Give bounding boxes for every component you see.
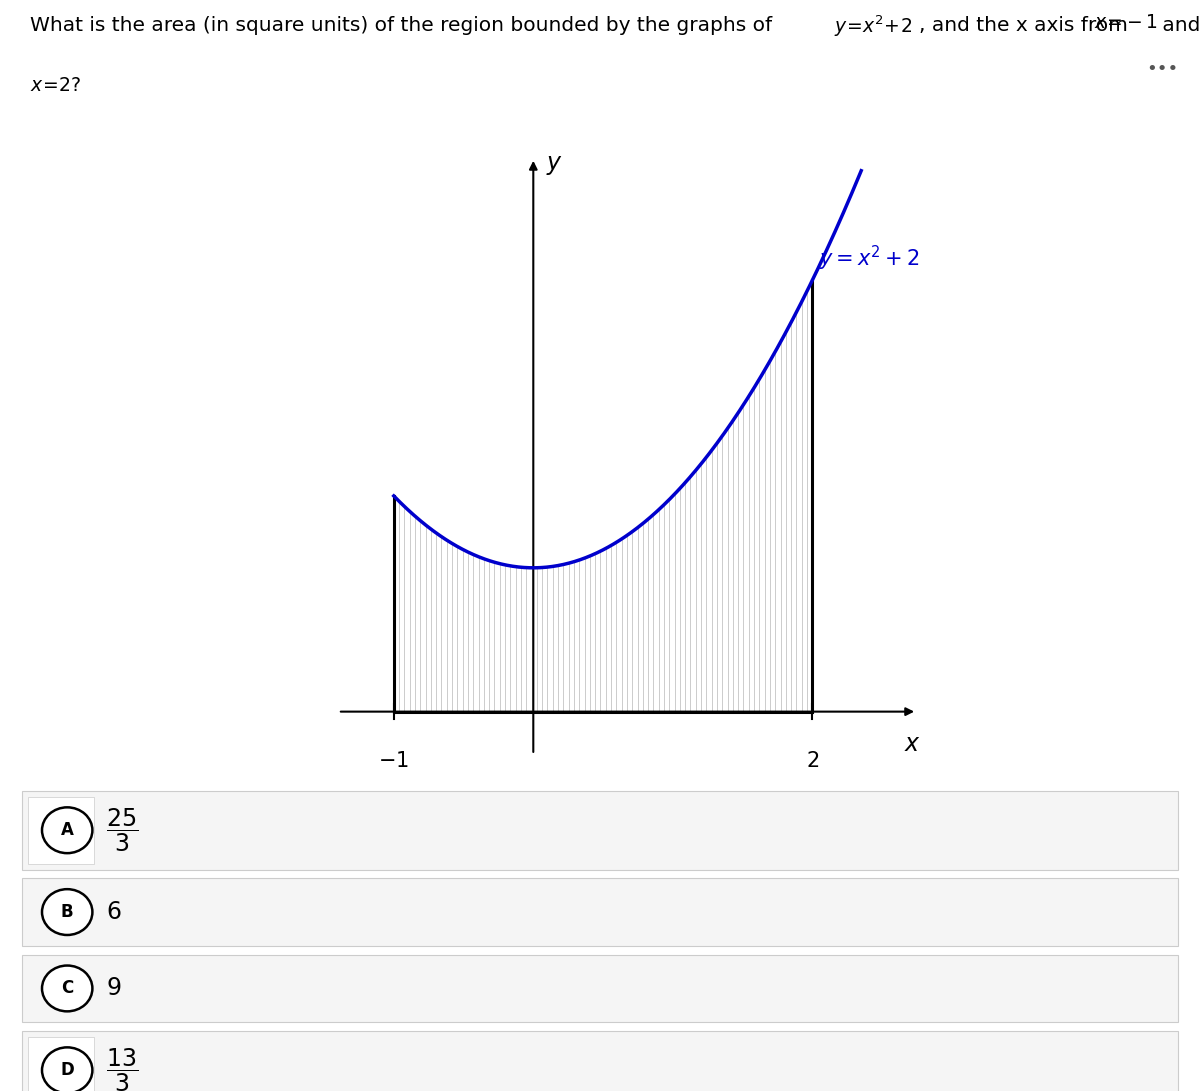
Text: C: C <box>61 980 73 997</box>
Text: A: A <box>61 822 73 839</box>
Text: $y\!=\!x^2\!+\!2$: $y\!=\!x^2\!+\!2$ <box>834 13 912 38</box>
Text: $x\!=\!2$?: $x\!=\!2$? <box>30 76 82 95</box>
Text: $\dfrac{13}{3}$: $\dfrac{13}{3}$ <box>106 1046 138 1091</box>
Text: , and the x axis from: , and the x axis from <box>919 16 1134 35</box>
Text: $6$: $6$ <box>106 900 121 924</box>
Text: and: and <box>1156 16 1200 35</box>
Text: $x$: $x$ <box>905 732 922 756</box>
Text: $2$: $2$ <box>806 752 818 771</box>
Text: B: B <box>61 903 73 921</box>
Text: $9$: $9$ <box>106 976 121 1000</box>
Text: What is the area (in square units) of the region bounded by the graphs of: What is the area (in square units) of th… <box>30 16 779 35</box>
Text: $\dfrac{25}{3}$: $\dfrac{25}{3}$ <box>106 806 138 854</box>
Text: •••: ••• <box>1146 60 1178 77</box>
Text: $y = x^2 + 2$: $y = x^2 + 2$ <box>820 244 920 273</box>
Text: $-1$: $-1$ <box>378 752 409 771</box>
Text: $y$: $y$ <box>546 153 563 177</box>
Text: $x\!=\!-1$: $x\!=\!-1$ <box>1094 13 1158 32</box>
Text: D: D <box>60 1062 74 1079</box>
